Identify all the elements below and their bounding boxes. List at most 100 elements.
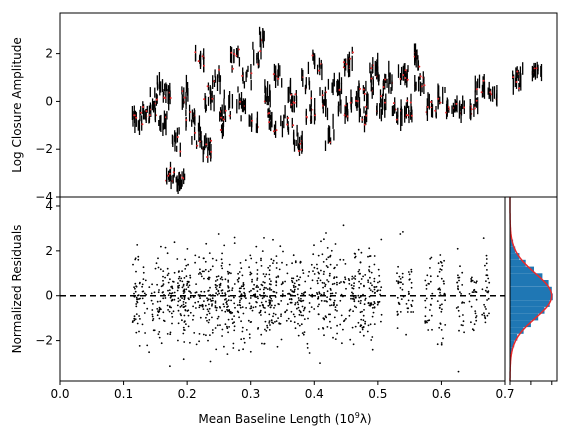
residual-point xyxy=(429,280,432,283)
residual-point xyxy=(379,289,382,292)
residual-point xyxy=(194,254,197,257)
residual-point xyxy=(268,329,271,331)
x-axis-label-superscript: 9 xyxy=(355,411,360,420)
residual-point xyxy=(473,288,476,291)
residual-point xyxy=(355,296,357,299)
model-point xyxy=(363,92,366,95)
residual-point xyxy=(211,303,214,306)
residual-point xyxy=(371,307,374,309)
model-point xyxy=(482,79,485,82)
residual-point xyxy=(408,273,411,276)
residual-point xyxy=(349,338,352,341)
residual-point xyxy=(182,285,185,287)
residual-point xyxy=(380,286,383,289)
residual-point xyxy=(401,276,404,279)
residual-point xyxy=(326,296,328,298)
top-y-tick-label: 2 xyxy=(45,47,53,61)
residual-point xyxy=(317,297,319,300)
residual-point xyxy=(179,279,182,282)
residual-point xyxy=(151,319,154,322)
residual-point xyxy=(265,300,267,303)
residual-point xyxy=(441,303,443,306)
residual-point xyxy=(182,292,185,294)
residual-point xyxy=(268,322,271,324)
residual-point xyxy=(134,257,137,260)
residual-point xyxy=(484,321,487,324)
model-point xyxy=(402,74,405,76)
residual-point xyxy=(358,269,361,271)
model-point xyxy=(220,116,223,119)
residual-point xyxy=(443,282,445,285)
model-point xyxy=(410,114,413,117)
residual-point xyxy=(425,284,428,287)
residual-point xyxy=(162,283,165,285)
residual-point xyxy=(302,299,305,302)
residual-point xyxy=(227,281,230,283)
residual-point xyxy=(370,271,373,274)
residual-point xyxy=(200,290,203,293)
residual-point xyxy=(406,311,409,313)
residual-point xyxy=(254,306,257,308)
residual-point xyxy=(368,265,371,268)
residual-point xyxy=(373,306,376,309)
residual-point xyxy=(457,288,460,291)
residual-point xyxy=(369,282,372,284)
residual-point xyxy=(275,284,278,287)
residual-point xyxy=(364,274,367,276)
residual-point xyxy=(167,294,170,297)
residual-point xyxy=(177,282,179,284)
model-point xyxy=(169,167,172,169)
residual-point xyxy=(372,311,375,314)
residual-point xyxy=(136,244,139,246)
residual-point xyxy=(483,303,485,306)
residual-point xyxy=(303,318,306,320)
residual-point xyxy=(351,326,354,329)
top-data-layer xyxy=(131,26,543,194)
residual-point xyxy=(277,317,279,319)
residual-point xyxy=(358,286,361,289)
residual-point xyxy=(171,286,173,288)
residual-point xyxy=(293,315,296,318)
residual-point xyxy=(284,280,286,283)
residual-point xyxy=(179,299,182,301)
residual-point xyxy=(269,296,271,299)
residual-point xyxy=(224,310,227,313)
residual-point xyxy=(353,282,355,285)
residual-point xyxy=(296,307,298,310)
residual-point xyxy=(407,290,410,293)
residual-point xyxy=(201,303,204,306)
residual-point xyxy=(357,321,360,324)
residual-point xyxy=(207,298,210,301)
residual-point xyxy=(178,275,181,278)
histogram-bar xyxy=(510,280,549,287)
residual-point xyxy=(260,301,263,304)
residual-point xyxy=(298,299,300,301)
residual-point xyxy=(173,291,176,294)
model-point xyxy=(155,98,158,101)
residual-point xyxy=(251,278,254,281)
residual-point xyxy=(481,288,484,291)
residual-point xyxy=(188,284,191,287)
residual-point xyxy=(233,329,236,332)
residual-point xyxy=(318,291,321,294)
residual-point xyxy=(396,310,399,313)
histogram-bars xyxy=(510,232,553,354)
residual-point xyxy=(232,342,235,345)
residual-point xyxy=(399,233,402,235)
residual-point xyxy=(376,290,379,293)
residual-point xyxy=(260,314,262,316)
residual-point xyxy=(234,306,236,309)
residual-point xyxy=(192,318,194,321)
residual-point xyxy=(217,315,220,318)
residual-point xyxy=(364,297,367,300)
residual-point xyxy=(328,274,331,277)
residual-point xyxy=(298,324,301,327)
residual-point xyxy=(307,275,310,277)
residual-point xyxy=(135,296,138,299)
residual-point xyxy=(286,272,289,275)
residual-point xyxy=(281,261,283,264)
model-point xyxy=(380,95,383,98)
top-y-tick-label: −4 xyxy=(35,190,53,204)
residual-point xyxy=(268,302,271,305)
residual-point xyxy=(486,299,488,301)
